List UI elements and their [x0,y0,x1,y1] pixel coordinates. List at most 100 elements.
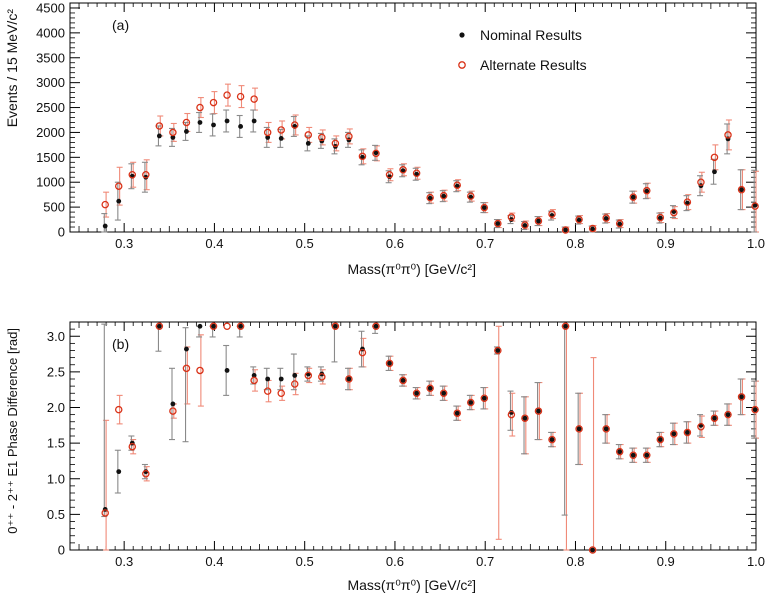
alternate-point [521,221,529,229]
nominal-point [495,348,501,353]
nominal-point [671,431,677,437]
nominal-point [184,129,189,134]
alternate-point [263,128,272,137]
alternate-point [304,131,313,139]
alternate-point [453,409,461,417]
nominal-point [238,124,243,129]
legend-alternate-label: Alternate Results [480,57,587,73]
nominal-point [265,376,271,382]
nominal-point [454,410,460,416]
alternate-point [507,213,516,221]
nominal-point [400,378,406,383]
alternate-point [643,186,651,195]
alternate-point [250,95,258,103]
alternate-point [155,122,164,130]
alternate-point [724,410,732,419]
nominal-point [657,437,663,442]
legend-alternate-marker [458,61,466,69]
x-tick-label: 0.8 [566,554,584,569]
alternate-point [399,166,407,174]
alternate-point [345,375,353,383]
y-tick-label: 2500 [36,100,65,115]
alternate-point [561,226,570,234]
alternate-point [155,322,164,331]
alternate-point [683,428,692,437]
panel-a-label: (a) [112,17,129,33]
alternate-point [142,470,150,478]
nominal-point [197,323,203,329]
nominal-point [346,376,352,382]
alternate-point [114,405,123,414]
alternate-point [683,198,692,206]
alternate-point [629,193,637,201]
nominal-point [576,426,582,432]
alternate-point [494,219,502,228]
nominal-point [102,223,108,229]
alternate-point [737,393,746,401]
alternate-point [548,435,556,444]
alternate-point [710,153,719,162]
nominal-point [414,171,420,177]
nominal-point [685,430,690,435]
nominal-point [170,401,176,407]
y-tick-label: 0.5 [47,507,65,522]
nominal-point [468,194,474,200]
alternate-point [223,91,231,99]
alternate-point [277,389,285,397]
nominal-point [630,194,636,200]
alternate-point [196,103,204,112]
alternate-point [575,215,583,224]
nominal-point [752,407,758,413]
alternate-point [710,414,719,422]
nominal-point [671,209,677,214]
nominal-point [292,373,298,378]
x-tick-label: 0.7 [476,554,494,569]
y-tick-label: 3500 [36,50,65,65]
nominal-point [481,205,487,211]
alternate-point [737,185,746,194]
panel-b-axis-ticks: 0.3 0.4 0.5 0.6 0.7 0.8 0.9 1.0 0 0.5 1.0 1.5 2.0 2.5… [47,321,765,569]
alternate-point [128,170,137,179]
alternate-point [304,371,313,380]
nominal-point [224,118,230,124]
alternate-point [426,384,434,393]
alternate-point [318,373,326,381]
y-tick-label: 1.5 [47,436,65,451]
nominal-point [211,122,216,128]
nominal-point [536,408,541,414]
x-tick-label: 0.4 [205,554,223,569]
alternate-point [697,422,705,431]
y-tick-label: 0 [58,225,65,240]
x-tick-label: 0.5 [296,554,314,569]
nominal-point [712,415,717,421]
legend: Nominal Results Alternate Results [458,27,587,73]
alternate-point [670,430,678,438]
nominal-point [685,200,690,206]
alternate-point [507,410,516,419]
alternate-point [399,376,407,385]
alternate-point [358,152,367,161]
nominal-point [522,415,528,421]
nominal-point [522,223,528,228]
nominal-point [630,452,636,458]
nominal-point [238,323,243,329]
alternate-point [372,322,380,331]
alternate-point [575,425,583,433]
x-tick-label: 1.0 [747,236,765,251]
nominal-point [481,395,487,401]
nominal-point [657,215,663,221]
alternate-point [643,451,651,459]
nominal-point [414,390,420,396]
y-tick-label: 4500 [36,0,65,15]
nominal-point [305,140,311,146]
nominal-point [184,346,189,352]
nominal-point [590,226,596,232]
nominal-point [468,400,474,405]
x-tick-label: 0.6 [386,236,404,251]
alternate-point [467,398,475,407]
alternate-point [480,203,489,212]
alternate-point [588,546,597,554]
nominal-point [712,169,717,175]
